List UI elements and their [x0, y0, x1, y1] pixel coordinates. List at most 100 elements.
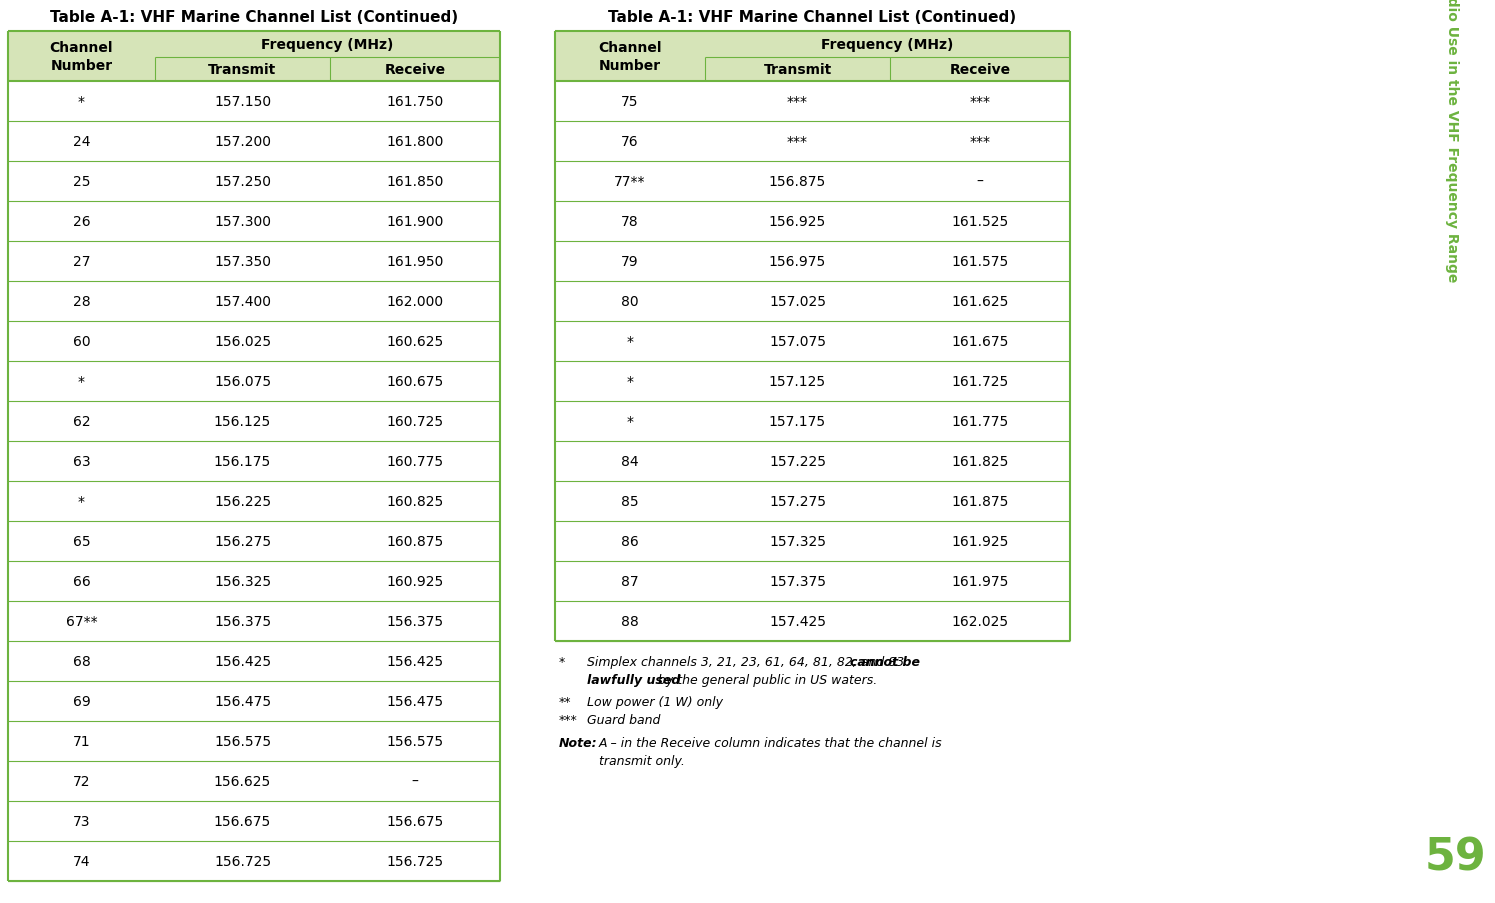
Text: ***: ***	[969, 95, 991, 109]
Text: 160.925: 160.925	[386, 574, 444, 589]
Text: 160.625: 160.625	[386, 335, 444, 349]
Bar	[7, 801, 499, 841]
Bar	[7, 481, 499, 521]
Text: 156.025: 156.025	[214, 335, 271, 349]
Text: ***: ***	[786, 95, 807, 109]
Text: 66: 66	[73, 574, 90, 589]
Text: 88: 88	[620, 614, 638, 628]
Text: ***: ***	[786, 135, 807, 149]
Bar	[7, 402, 499, 442]
Text: transmit only.: transmit only.	[599, 755, 685, 768]
Bar	[7, 122, 499, 162]
Text: 156.875: 156.875	[768, 175, 827, 189]
Text: 156.375: 156.375	[386, 614, 444, 628]
Text: Channel
Number: Channel Number	[598, 42, 662, 72]
Text: **: **	[559, 695, 571, 708]
Bar	[555, 361, 1070, 402]
Text: 156.325: 156.325	[214, 574, 271, 589]
Text: 156.975: 156.975	[768, 255, 827, 269]
Text: 161.900: 161.900	[386, 215, 444, 228]
Text: –: –	[411, 774, 419, 788]
Bar	[555, 402, 1070, 442]
Text: 156.425: 156.425	[214, 655, 271, 668]
Text: 161.975: 161.975	[951, 574, 1009, 589]
Text: 60: 60	[73, 335, 90, 349]
Text: *: *	[78, 495, 85, 508]
Text: 156.175: 156.175	[214, 454, 271, 469]
Text: 162.025: 162.025	[951, 614, 1009, 628]
Text: 76: 76	[622, 135, 638, 149]
Text: Low power (1 W) only: Low power (1 W) only	[588, 695, 724, 708]
Text: Table A-1: VHF Marine Channel List (Continued): Table A-1: VHF Marine Channel List (Cont…	[49, 10, 457, 24]
Bar	[7, 201, 499, 242]
Text: 156.475: 156.475	[386, 694, 444, 708]
Bar	[7, 442, 499, 481]
Text: 25: 25	[73, 175, 90, 189]
Text: Transmit: Transmit	[208, 63, 277, 77]
Text: 156.625: 156.625	[214, 774, 271, 788]
Text: 157.275: 157.275	[768, 495, 827, 508]
Text: ***: ***	[969, 135, 991, 149]
Text: 161.750: 161.750	[386, 95, 444, 109]
Text: 63: 63	[73, 454, 90, 469]
Text: 157.425: 157.425	[768, 614, 827, 628]
Bar	[7, 2, 499, 32]
Text: Guard band: Guard band	[588, 713, 661, 726]
Text: 156.375: 156.375	[214, 614, 271, 628]
Text: 71: 71	[73, 734, 90, 749]
Text: *: *	[78, 95, 85, 109]
Text: 156.275: 156.275	[214, 535, 271, 548]
Text: 157.250: 157.250	[214, 175, 271, 189]
Bar	[7, 321, 499, 361]
Bar	[555, 242, 1070, 282]
Bar	[555, 82, 1070, 122]
Bar	[555, 162, 1070, 201]
Text: 157.075: 157.075	[768, 335, 827, 349]
Text: 161.775: 161.775	[951, 414, 1009, 429]
Text: 157.125: 157.125	[768, 375, 827, 388]
Text: 157.025: 157.025	[768, 294, 827, 309]
Text: 161.575: 161.575	[951, 255, 1009, 269]
Text: 161.875: 161.875	[951, 495, 1009, 508]
Text: 73: 73	[73, 815, 90, 828]
Text: 157.350: 157.350	[214, 255, 271, 269]
Bar	[7, 562, 499, 601]
Text: 156.575: 156.575	[214, 734, 271, 749]
Text: 161.825: 161.825	[951, 454, 1009, 469]
Text: Appendix: Maritime Radio Use in the VHF Frequency Range: Appendix: Maritime Radio Use in the VHF …	[1446, 0, 1459, 282]
Text: *: *	[626, 375, 634, 388]
Bar	[7, 282, 499, 321]
Text: 161.800: 161.800	[386, 135, 444, 149]
Text: 72: 72	[73, 774, 90, 788]
Bar	[555, 521, 1070, 562]
Text: 68: 68	[73, 655, 90, 668]
Text: 79: 79	[622, 255, 638, 269]
Bar	[7, 641, 499, 681]
Text: 156.675: 156.675	[214, 815, 271, 828]
Text: 67**: 67**	[66, 614, 97, 628]
Text: ***: ***	[559, 713, 577, 726]
Text: 160.725: 160.725	[386, 414, 444, 429]
Bar	[555, 321, 1070, 361]
Text: 69: 69	[73, 694, 90, 708]
Bar	[555, 122, 1070, 162]
Text: 157.400: 157.400	[214, 294, 271, 309]
Text: 157.150: 157.150	[214, 95, 271, 109]
Text: 156.225: 156.225	[214, 495, 271, 508]
Bar	[555, 601, 1070, 641]
Text: 161.525: 161.525	[951, 215, 1009, 228]
Bar	[555, 442, 1070, 481]
Text: 65: 65	[73, 535, 90, 548]
Text: 156.425: 156.425	[386, 655, 444, 668]
Text: 156.075: 156.075	[214, 375, 271, 388]
Text: 160.825: 160.825	[386, 495, 444, 508]
Text: *: *	[626, 414, 634, 429]
Text: cannot be: cannot be	[849, 656, 919, 669]
Bar	[7, 361, 499, 402]
Text: Simplex channels 3, 21, 23, 61, 64, 81, 82, and 83: Simplex channels 3, 21, 23, 61, 64, 81, …	[588, 656, 909, 669]
Text: by the general public in US waters.: by the general public in US waters.	[653, 674, 878, 687]
Text: Frequency (MHz): Frequency (MHz)	[821, 38, 954, 52]
Text: 161.850: 161.850	[386, 175, 444, 189]
Text: 161.675: 161.675	[951, 335, 1009, 349]
Text: 157.200: 157.200	[214, 135, 271, 149]
